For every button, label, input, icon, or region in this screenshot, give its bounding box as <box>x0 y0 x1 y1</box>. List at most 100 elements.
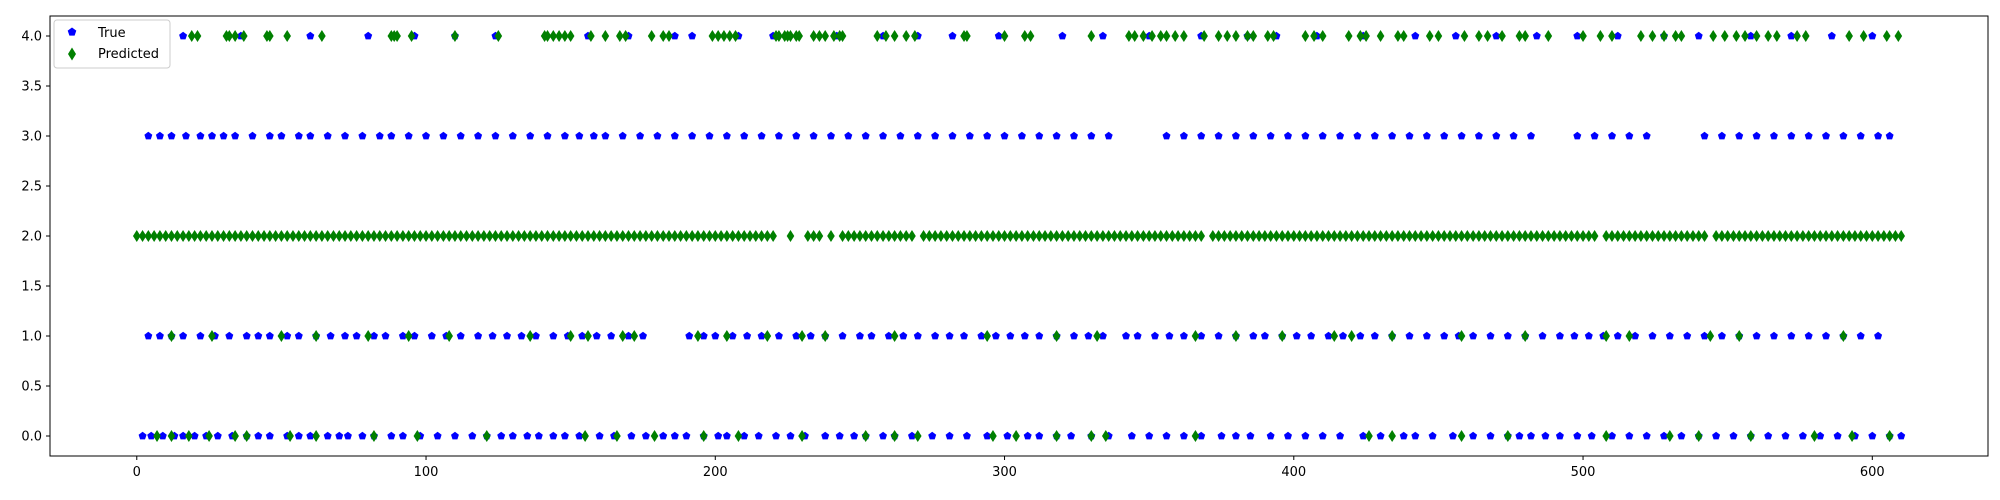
true-point <box>728 331 737 340</box>
predicted-point <box>231 230 239 242</box>
true-point <box>231 131 240 140</box>
true-point <box>1336 431 1345 440</box>
true-point <box>242 331 251 340</box>
true-point <box>1608 431 1616 440</box>
predicted-point <box>566 230 575 242</box>
true-point <box>1098 331 1107 340</box>
predicted-point <box>1209 230 1217 242</box>
true-point <box>1411 431 1420 440</box>
true-point <box>508 131 517 140</box>
true-point <box>1874 331 1883 340</box>
true-point <box>1301 131 1310 140</box>
predicted-point <box>1683 230 1691 242</box>
true-point <box>1246 431 1255 440</box>
predicted-point <box>769 230 777 242</box>
predicted-point <box>1110 230 1119 242</box>
predicted-point <box>1775 230 1784 242</box>
predicted-point <box>763 230 772 242</box>
predicted-point <box>896 230 905 242</box>
predicted-point <box>138 230 147 242</box>
true-point <box>1324 331 1333 340</box>
predicted-point <box>725 30 734 42</box>
true-point <box>595 431 604 440</box>
predicted-point <box>1885 230 1894 242</box>
predicted-point <box>1602 430 1610 442</box>
predicted-point <box>1527 230 1535 242</box>
predicted-point <box>581 430 589 442</box>
true-point <box>1570 331 1579 340</box>
legend: True Predicted <box>53 19 171 69</box>
predicted-point <box>219 230 228 242</box>
predicted-point <box>763 330 772 342</box>
true-point <box>835 431 844 440</box>
true-point <box>1503 331 1512 340</box>
true-point <box>1017 131 1026 140</box>
true-point <box>867 331 876 340</box>
legend-predicted-label: Predicted <box>98 47 159 62</box>
predicted-point <box>509 230 517 242</box>
predicted-point <box>393 30 401 42</box>
true-point <box>1885 131 1894 140</box>
predicted-point <box>1232 30 1240 42</box>
true-point <box>1717 131 1726 140</box>
true-point <box>1677 431 1686 440</box>
true-point <box>503 331 511 340</box>
true-point <box>219 131 228 140</box>
predicted-point <box>1851 230 1859 242</box>
predicted-point <box>1602 230 1610 242</box>
true-point <box>1839 131 1848 140</box>
true-point <box>283 331 292 340</box>
true-point <box>1770 331 1778 340</box>
true-point <box>821 431 830 440</box>
legend-predicted-marker-icon <box>68 47 76 61</box>
true-point <box>410 331 419 340</box>
true-point <box>335 431 344 440</box>
predicted-point <box>347 230 355 242</box>
true-point <box>844 131 853 140</box>
predicted-point <box>312 230 320 242</box>
predicted-point <box>711 230 720 242</box>
true-point <box>1752 131 1761 140</box>
predicted-point <box>728 230 737 242</box>
true-point <box>1613 31 1622 40</box>
true-point <box>182 131 190 140</box>
predicted-point <box>1671 30 1680 42</box>
predicted-point <box>1544 30 1553 42</box>
predicted-point <box>746 230 754 242</box>
true-point <box>1764 431 1773 440</box>
predicted-point <box>1047 230 1055 242</box>
predicted-point <box>1191 230 1200 242</box>
y-tick-label: 4.0 <box>21 30 42 45</box>
predicted-point <box>1093 230 1101 242</box>
predicted-point <box>1845 30 1853 42</box>
true-point <box>714 431 723 440</box>
predicted-point <box>1758 230 1767 242</box>
predicted-point <box>1735 330 1744 342</box>
true-point <box>1625 131 1634 140</box>
predicted-point <box>1801 30 1810 42</box>
predicted-point <box>624 230 633 242</box>
predicted-point <box>1828 230 1836 242</box>
true-point <box>1122 331 1130 340</box>
predicted-point <box>1249 230 1258 242</box>
predicted-point <box>885 230 893 242</box>
predicted-point <box>642 230 650 242</box>
true-point <box>1284 431 1292 440</box>
true-point <box>387 131 396 140</box>
predicted-point <box>601 230 610 242</box>
predicted-point <box>595 230 604 242</box>
true-point <box>1104 131 1113 140</box>
predicted-point <box>294 230 303 242</box>
predicted-point <box>1573 230 1582 242</box>
true-point <box>1370 331 1379 340</box>
true-point <box>1729 431 1738 440</box>
true-point <box>1590 131 1599 140</box>
predicted-point <box>1694 430 1703 442</box>
predicted-point <box>757 230 766 242</box>
predicted-point <box>1741 230 1749 242</box>
predicted-point <box>494 30 503 42</box>
predicted-point <box>1394 230 1402 242</box>
predicted-point <box>795 30 803 42</box>
true-point <box>740 131 749 140</box>
